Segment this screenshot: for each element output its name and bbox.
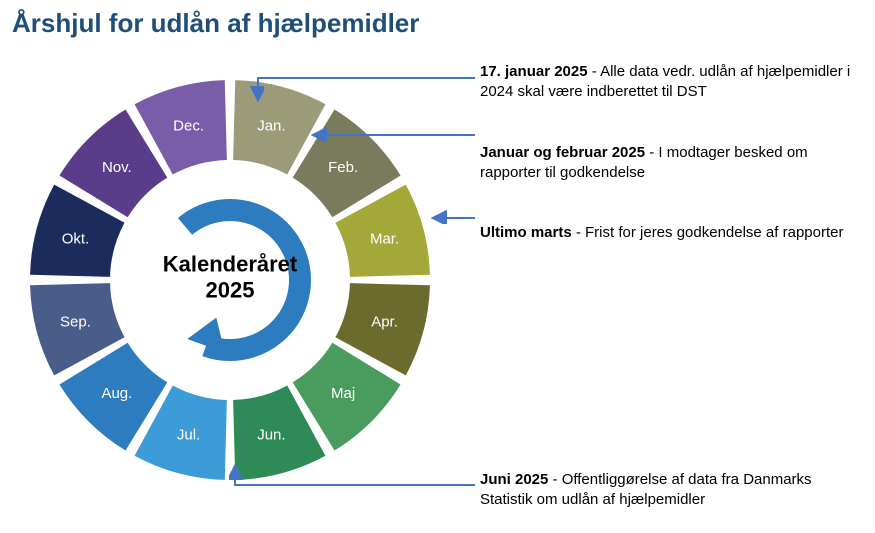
- note-1-bold: 17. januar 2025: [480, 63, 588, 80]
- note-2: Januar og februar 2025 - I modtager besk…: [480, 143, 860, 184]
- note-1: 17. januar 2025 - Alle data vedr. udlån …: [480, 62, 860, 103]
- notes: 17. januar 2025 - Alle data vedr. udlån …: [480, 60, 860, 283]
- note-3: Ultimo marts - Frist for jeres godkendel…: [480, 223, 860, 243]
- note-4-bold: Juni 2025: [480, 471, 548, 488]
- note-2-bold: Januar og februar 2025: [480, 144, 645, 161]
- note-4: Juni 2025 - Offentliggørelse af data fra…: [480, 470, 860, 511]
- note-3-text: - Frist for jeres godkendelse af rapport…: [572, 224, 844, 241]
- note-3-bold: Ultimo marts: [480, 224, 572, 241]
